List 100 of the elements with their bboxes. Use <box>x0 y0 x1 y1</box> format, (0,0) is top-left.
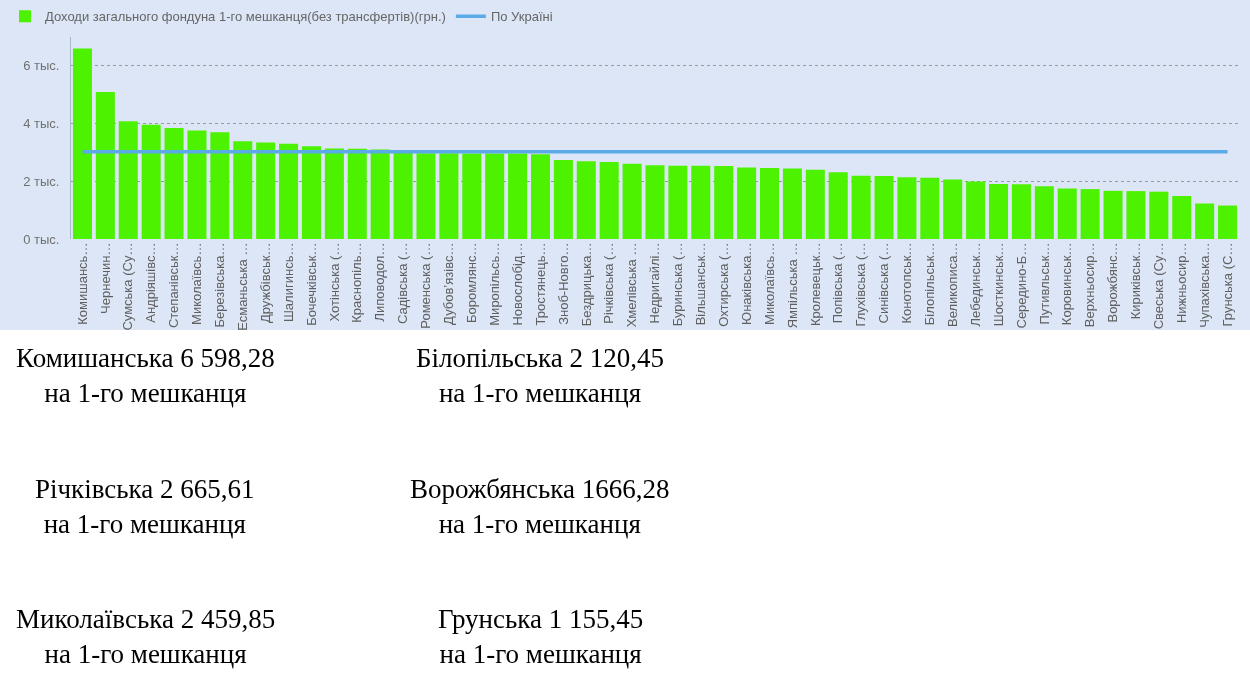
x-tick-label: Великописа… <box>944 242 960 328</box>
bar <box>118 121 138 239</box>
x-tick-label: Попівська (… <box>830 242 846 324</box>
bar <box>485 153 505 239</box>
x-tick-label: Краснопіль… <box>349 242 365 323</box>
bar <box>164 127 184 239</box>
x-tick-label: Шалигинсь… <box>280 242 296 323</box>
x-tick-label: Есманьська … <box>234 242 250 331</box>
x-tick-label: Зноб-Новго… <box>555 242 571 325</box>
x-tick-label: Чернечин… <box>97 242 113 314</box>
x-tick-label: Юнаківська… <box>738 242 754 325</box>
x-tick-label: Березівська… <box>212 242 228 328</box>
bar <box>530 154 550 239</box>
text: Ворожбянська 1666,28 на 1-го мешканця <box>410 474 670 540</box>
bar <box>599 161 619 239</box>
x-tick-label: Хмелівська … <box>624 242 640 328</box>
x-tick-label: Липоводол… <box>372 242 388 322</box>
x-tick-label: Лебединськ… <box>967 242 983 327</box>
x-tick-label: Шосткинськ… <box>990 242 1006 327</box>
bar <box>95 92 115 239</box>
bar <box>805 169 825 239</box>
x-tick-label: Ямпільська … <box>784 242 800 329</box>
x-tick-label: Вільшанськ… <box>693 242 709 326</box>
bar <box>645 165 665 239</box>
text: Миколаївська 2 459,85 на 1-го мешканця <box>16 604 276 670</box>
x-tick-label: Бездрицька… <box>578 242 594 327</box>
bar <box>920 177 940 239</box>
x-tick-label: Недригайлі… <box>647 242 663 324</box>
bar <box>324 148 344 239</box>
bar <box>622 163 642 239</box>
x-tick-label: Миколаївсь… <box>761 242 777 325</box>
bar <box>141 124 161 239</box>
bar <box>347 148 367 239</box>
x-tick-label: Глухівська (… <box>853 242 869 327</box>
x-tick-label: Хотінська (… <box>326 242 342 322</box>
bar <box>279 143 299 239</box>
x-tick-label: Комишансь… <box>74 242 90 325</box>
x-tick-label: Тростянець… <box>532 242 548 326</box>
bar <box>439 153 459 239</box>
bar <box>416 153 436 239</box>
x-tick-label: Андріяшівс… <box>143 242 159 323</box>
bar <box>714 165 734 239</box>
bar <box>943 179 963 239</box>
text: Комишанська 6 598,28 на 1-го мешканця <box>16 343 275 409</box>
text: Грунська 1 155,45 на 1-го мешканця <box>438 604 644 670</box>
x-tick-label: Роменська (… <box>418 242 434 329</box>
bar <box>1195 203 1215 239</box>
bar <box>874 176 894 239</box>
y-tick-label: 2 тыс. <box>23 173 60 189</box>
bar <box>1149 191 1169 239</box>
bar <box>1218 205 1238 239</box>
bar <box>210 132 230 239</box>
bar <box>508 153 528 239</box>
x-tick-label: Білопільськ… <box>922 242 938 326</box>
x-tick-label: Миколаївсь… <box>189 242 205 325</box>
x-tick-label: Синівська (… <box>876 242 892 324</box>
bar <box>1080 189 1100 239</box>
bar <box>72 48 92 239</box>
bar <box>553 159 573 239</box>
bar <box>851 175 871 239</box>
y-tick-label: 0 тыс. <box>23 231 60 247</box>
bar <box>256 142 276 239</box>
x-tick-label: Путивльськ… <box>1036 242 1052 325</box>
bar <box>897 177 917 239</box>
x-tick-label: Новослобід… <box>509 242 525 326</box>
bar <box>691 165 711 239</box>
bar <box>668 165 688 239</box>
x-tick-label: Буринська (… <box>670 242 686 327</box>
x-tick-label: Свеська (Су… <box>1151 242 1167 330</box>
x-tick-label: Верхньосир… <box>1082 242 1098 328</box>
bar <box>393 153 413 239</box>
bar <box>576 161 596 239</box>
legend-label: Доходи загального фондуна 1-го мешканця(без трансфертів)(грн.) <box>45 9 446 25</box>
bar <box>1057 188 1077 239</box>
bar <box>462 153 482 239</box>
x-tick-label: Нижньосир… <box>1173 242 1189 324</box>
bar <box>782 168 802 239</box>
x-tick-label: Садівська (… <box>395 242 411 325</box>
bar <box>1011 184 1031 239</box>
x-tick-label: Миропільсь… <box>486 242 502 326</box>
bar <box>760 168 780 239</box>
x-tick-label: Грунська (С… <box>1219 242 1235 327</box>
x-tick-label: Ворожбянс… <box>1105 242 1121 323</box>
x-tick-label: Коровинськ… <box>1059 242 1075 326</box>
bar <box>1103 190 1123 239</box>
x-tick-label: Кролевецьк… <box>807 242 823 327</box>
bar <box>187 130 207 239</box>
bar <box>1034 186 1054 239</box>
bar <box>1126 191 1146 239</box>
bar <box>301 146 321 239</box>
y-tick-label: 6 тыс. <box>23 58 60 74</box>
x-tick-label: Сумська (Су… <box>120 242 136 331</box>
legend-label: По Україні <box>490 9 553 25</box>
y-tick-label: 4 тыс. <box>23 116 60 132</box>
x-tick-label: Дружбівськ… <box>257 242 273 324</box>
x-tick-label: Бочечківськ… <box>303 242 319 326</box>
bar <box>966 181 986 239</box>
x-tick-label: Охтирська (… <box>715 242 731 327</box>
bar <box>233 141 253 239</box>
x-tick-label: Степанівськ… <box>166 242 182 329</box>
